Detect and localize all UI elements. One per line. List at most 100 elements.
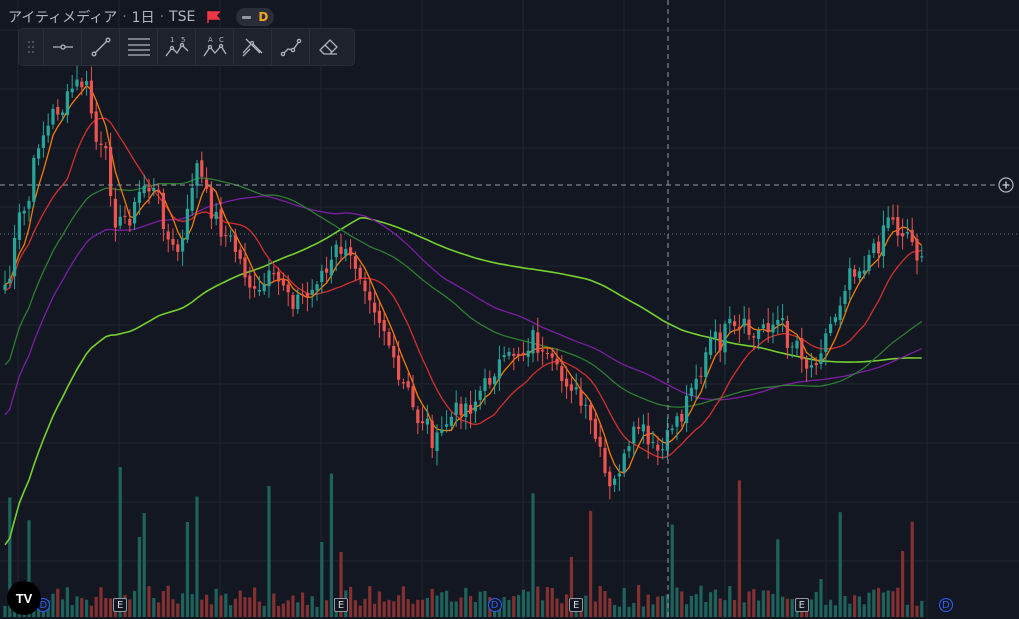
candle-body	[233, 234, 237, 252]
symbol-name[interactable]: アイティメディア	[8, 10, 118, 26]
candle-body	[200, 160, 204, 177]
tradingview-logo[interactable]: TV	[7, 581, 41, 615]
earnings-marker[interactable]: E	[113, 598, 128, 612]
candle	[147, 178, 151, 205]
volume-bar	[742, 602, 746, 617]
candle	[27, 196, 31, 222]
ma-short-line	[4, 84, 923, 474]
volume-bar	[603, 591, 607, 617]
long-position-icon[interactable]	[233, 29, 271, 65]
horizontal-ray-icon[interactable]	[43, 29, 81, 65]
badge-letter: D	[258, 10, 269, 24]
volume-bar	[219, 595, 223, 617]
earnings-marker[interactable]: E	[334, 598, 348, 612]
candle-body	[13, 238, 17, 277]
candle-body	[219, 209, 223, 237]
volume-bar	[449, 601, 453, 617]
candle-body	[742, 318, 746, 327]
candle-body	[723, 323, 727, 353]
candle	[454, 390, 458, 427]
candle	[229, 229, 233, 242]
candle-body	[915, 239, 919, 261]
candle	[248, 266, 252, 300]
candle-body	[694, 378, 698, 390]
candle-body	[99, 143, 103, 145]
candle	[877, 235, 881, 268]
candle-body	[195, 163, 199, 186]
candle	[37, 143, 41, 166]
dividend-marker[interactable]: D	[938, 598, 953, 612]
candle-body	[761, 324, 765, 329]
volume-bar	[901, 551, 905, 617]
candle	[493, 373, 497, 395]
candle	[521, 341, 525, 362]
volume-bar	[790, 599, 794, 617]
volume-bar	[157, 602, 161, 617]
volume-bar	[632, 602, 636, 617]
candle	[185, 194, 189, 244]
candle	[70, 75, 74, 98]
candle	[766, 308, 770, 343]
candle	[589, 400, 593, 435]
candle-body	[699, 375, 703, 377]
candle-body	[459, 403, 463, 416]
candle	[109, 132, 113, 207]
candle-body	[277, 271, 281, 282]
volume-bar	[675, 587, 679, 617]
volume-bar	[694, 594, 698, 617]
candle	[257, 275, 261, 296]
candle	[267, 259, 271, 298]
volume-bar	[867, 592, 871, 617]
volume-bar	[397, 595, 401, 617]
candle	[809, 352, 813, 378]
flag-icon[interactable]	[207, 11, 221, 23]
candle-body	[661, 449, 665, 451]
trend-line-icon[interactable]	[81, 29, 119, 65]
candle-body	[517, 353, 521, 356]
candle-body	[896, 217, 900, 236]
candle-body	[805, 358, 809, 369]
candle-body	[829, 324, 833, 333]
candle-body	[483, 378, 487, 391]
drag-handle-icon[interactable]	[19, 29, 43, 65]
dividend-marker[interactable]: D	[487, 598, 502, 612]
volume-bar	[190, 594, 194, 617]
data-mode-badge[interactable]: D	[236, 8, 275, 26]
candle	[507, 347, 511, 360]
volume-bar	[267, 486, 271, 617]
candle	[315, 280, 319, 301]
volume-bar	[881, 592, 885, 617]
candle	[560, 355, 564, 393]
candle	[421, 406, 425, 431]
volume-bar	[425, 597, 429, 617]
candle-body	[910, 230, 914, 242]
volume-bar	[75, 596, 79, 617]
candle	[13, 224, 17, 290]
candle	[469, 390, 473, 429]
interval-label[interactable]: 1日	[131, 10, 155, 26]
candle-body	[425, 418, 429, 425]
candle-body	[512, 353, 516, 356]
volume-bar	[109, 598, 113, 617]
volume-bar	[464, 587, 468, 617]
earnings-marker[interactable]: E	[569, 598, 584, 612]
earnings-marker[interactable]: E	[794, 598, 809, 612]
volume-bar	[569, 557, 573, 617]
candle-body	[80, 81, 84, 88]
candle-body	[209, 187, 213, 219]
volume-bar	[339, 552, 343, 617]
path-icon[interactable]	[271, 29, 309, 65]
fib-retracement-icon[interactable]	[119, 29, 157, 65]
candle-body	[531, 330, 535, 354]
candle	[795, 336, 799, 355]
volume-bar	[733, 600, 737, 617]
candle-body	[670, 428, 674, 431]
eraser-icon[interactable]	[309, 29, 347, 65]
add-alert-icon[interactable]	[998, 177, 1014, 193]
volume-bar	[104, 598, 108, 617]
volume-bar	[781, 596, 785, 617]
volume-bar	[862, 604, 866, 617]
